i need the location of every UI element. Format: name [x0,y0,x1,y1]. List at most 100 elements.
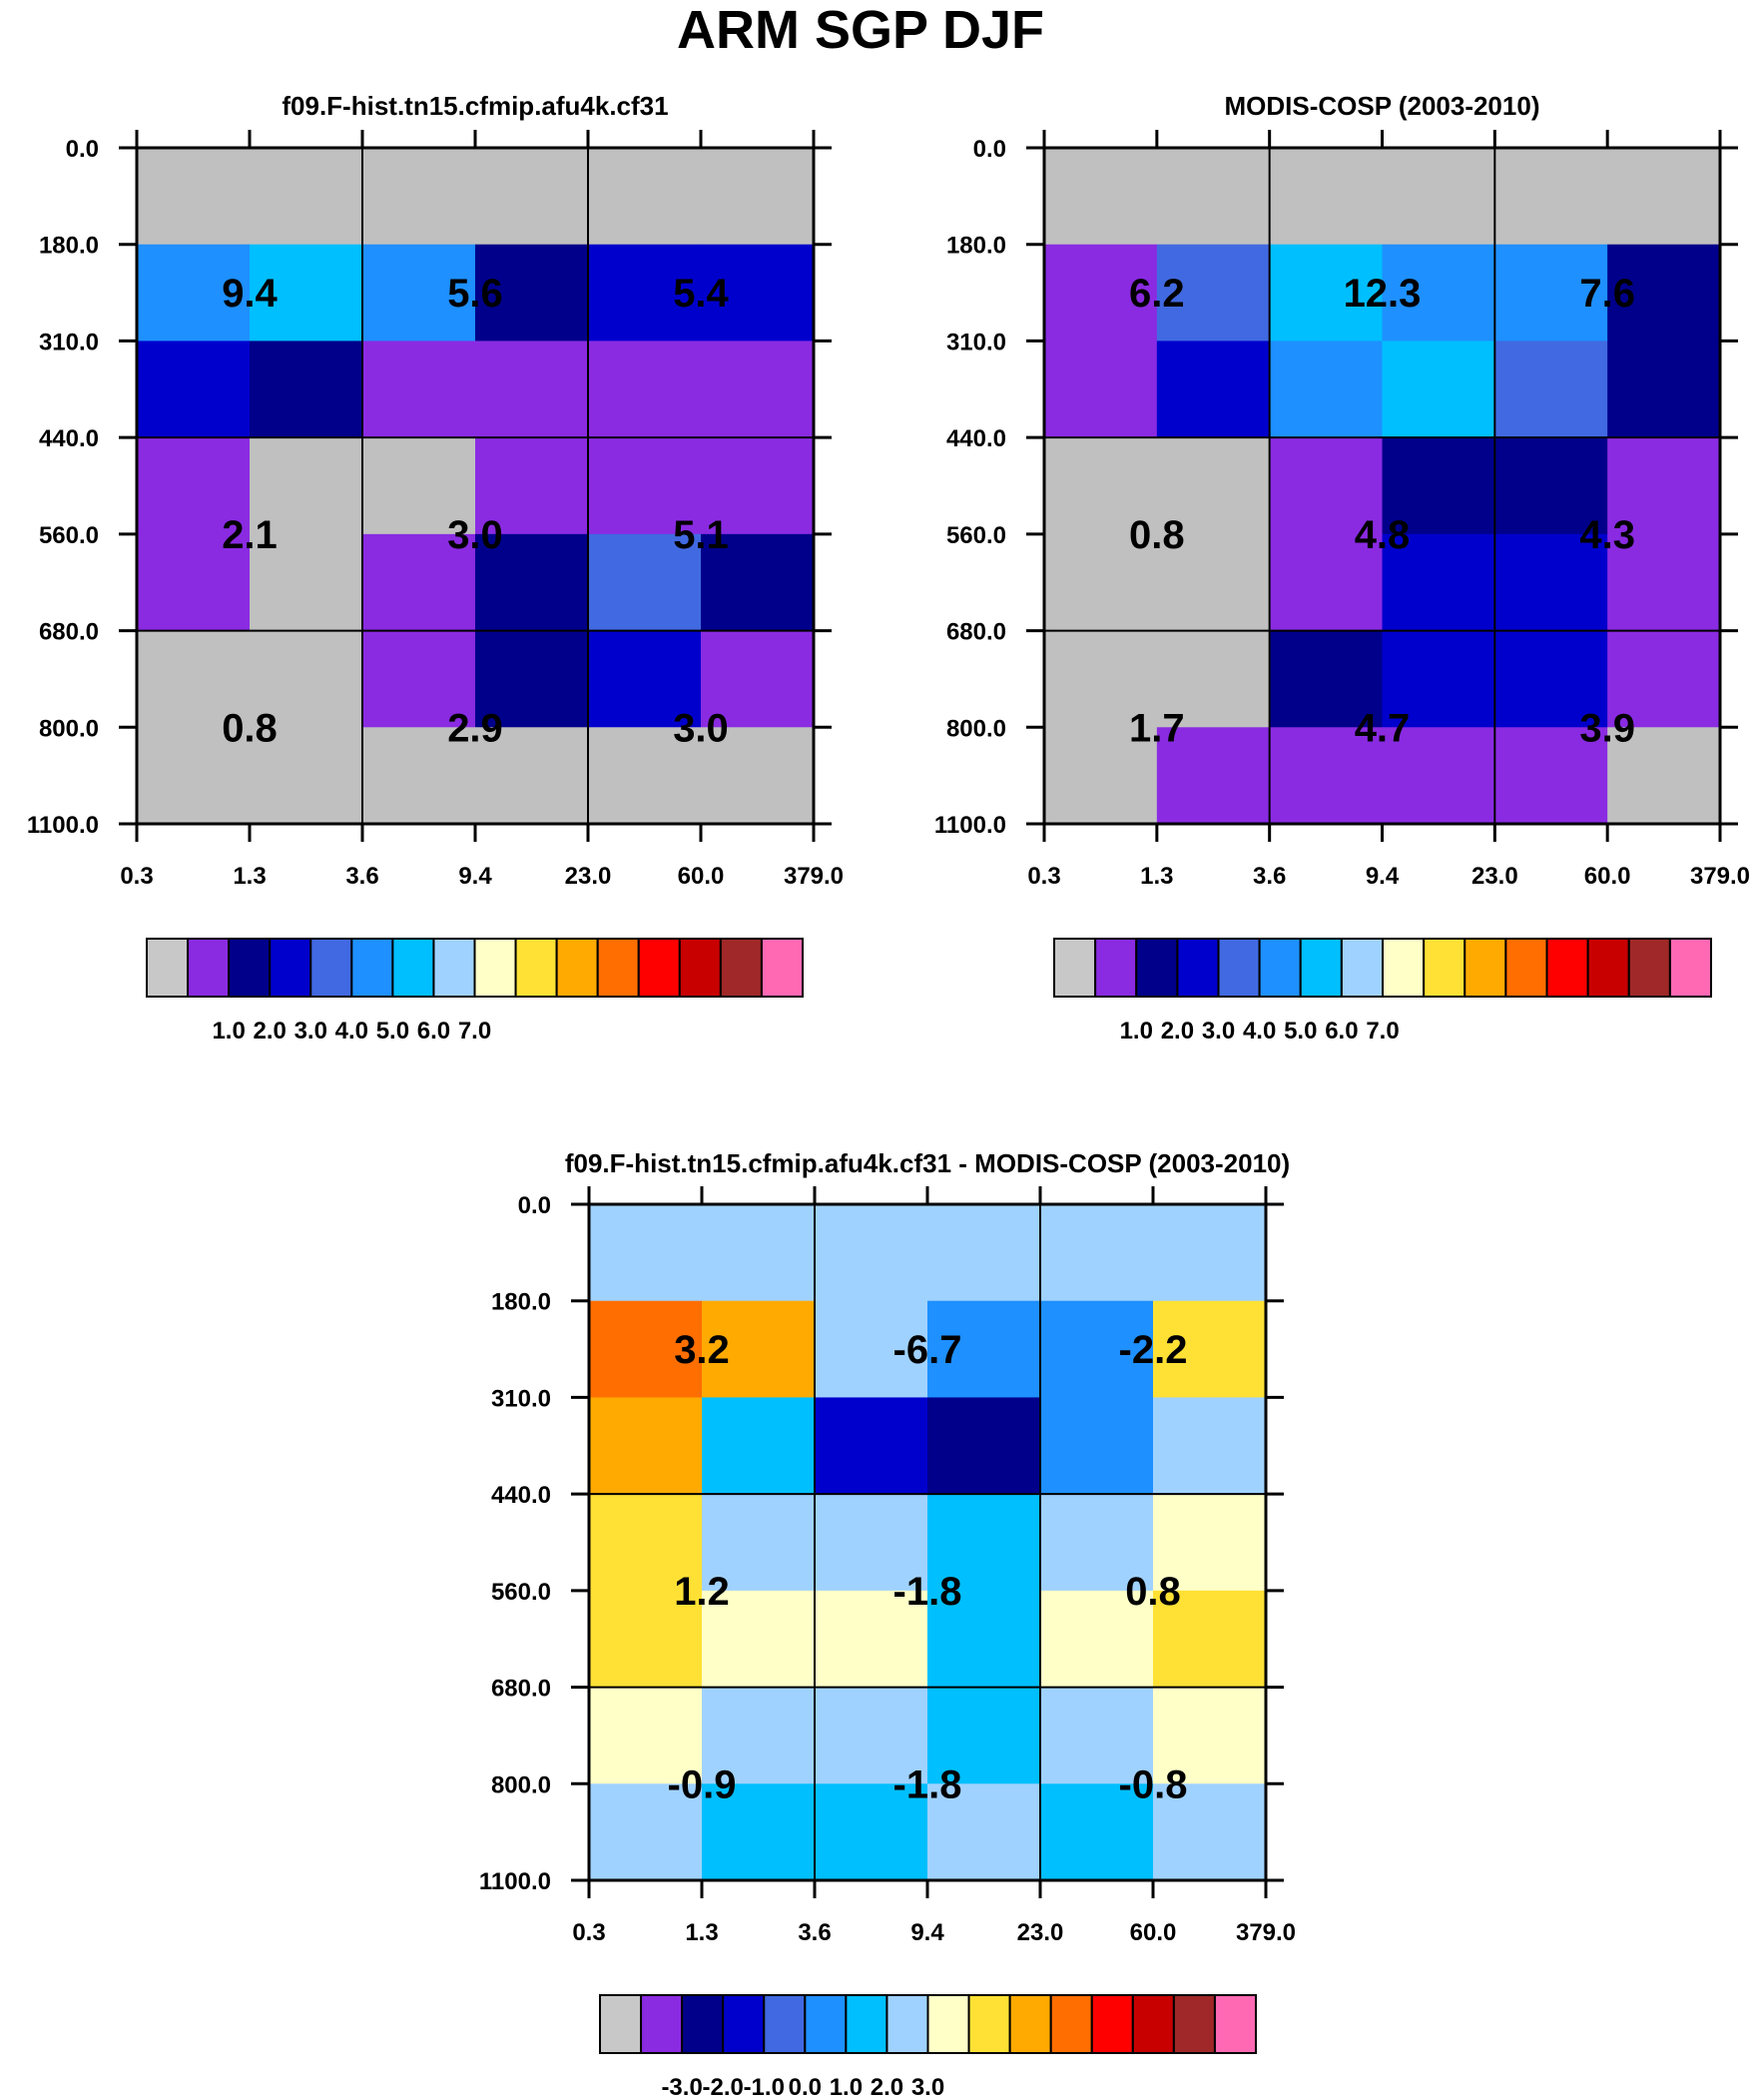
colorbar-swatch [1008,1994,1052,2054]
colorbar-swatch [309,938,353,998]
colorbar-swatch [350,938,394,998]
colorbar-swatch [1053,938,1097,998]
heatmap-cell [1044,727,1158,825]
colorbar-swatch [719,938,763,998]
cell-value-label: -2.2 [1119,1328,1188,1372]
colorbar-swatch [845,1994,888,2054]
heatmap-cell [1494,244,1608,342]
heatmap-cell [1156,630,1271,728]
heatmap-cell [815,1590,928,1689]
heatmap-cell [1044,437,1158,535]
y-tick-label: 0.0 [973,136,1006,163]
colorbar-label: 3.0 [294,1018,327,1045]
colorbar-swatch [640,1994,684,2054]
y-tick-label: 1100.0 [27,812,99,839]
colorbar-label: 1.0 [212,1018,245,1045]
heatmap-cell [588,341,702,438]
heatmap-cell [1269,148,1383,246]
heatmap-cell [588,727,702,825]
x-tick-label: 1.3 [233,863,266,890]
x-tick-label: 1.3 [1140,863,1173,890]
colorbar-label: 3.0 [911,2074,944,2100]
heatmap-cell [137,533,251,632]
heatmap-cell [815,1687,928,1784]
colorbar-label: 6.0 [1325,1018,1358,1045]
heatmap-cell [1153,1494,1267,1592]
cell-value-label: 0.8 [222,706,278,750]
cell-value-label: 12.3 [1344,272,1422,316]
heatmap-cell [815,1783,928,1881]
heatmap-cell [702,1300,816,1398]
heatmap-cell [1269,437,1383,535]
heatmap-cell [475,727,589,825]
colorbar-label: 2.0 [871,2074,903,2100]
panel-title: MODIS-COSP (2003-2010) [1225,91,1540,121]
heatmap-cell [137,341,251,438]
heatmap-cell [1153,1687,1267,1784]
heatmap-cell [1156,437,1271,535]
colorbar-swatch [391,938,435,998]
colorbar-label: 4.0 [335,1018,368,1045]
heatmap-cell [589,1204,703,1302]
colorbar-swatch [1382,938,1426,998]
y-tick-label: 560.0 [39,522,99,549]
heatmap-cell [588,244,702,342]
colorbar-swatch [1090,1994,1134,2054]
cell-value-label: -6.7 [893,1328,962,1372]
colorbar-label: 0.0 [789,2074,822,2100]
colorbar-swatch [885,1994,929,2054]
heatmap-cell [362,244,476,342]
y-tick-label: 560.0 [946,522,1006,549]
colorbar-swatch [1258,938,1302,998]
heatmap-cell [701,437,815,535]
heatmap-cell [589,1590,703,1689]
heatmap-cell [701,148,815,246]
heatmap-cell [588,630,702,728]
y-tick-label: 440.0 [39,425,99,452]
heatmap-cell [362,148,476,246]
heatmap-cell [927,1687,1041,1784]
heatmap-cell [1044,341,1158,438]
heatmap-cell [589,1783,703,1881]
heatmap-cell [1607,437,1721,535]
heatmap-cell [1156,533,1271,632]
colorbar-swatch [678,938,722,998]
heatmap-cell [250,341,363,438]
heatmap-cell [362,533,476,632]
cell-value-label: 7.6 [1579,272,1635,316]
x-tick-label: 0.3 [1027,863,1060,890]
colorbar-label: 1.0 [830,2074,863,2100]
y-tick-label: 800.0 [946,715,1006,742]
x-tick-label: 1.3 [685,1919,718,1946]
colorbar-swatch [1135,938,1179,998]
heatmap-cell [1153,1783,1267,1881]
heatmap-cell [250,727,363,825]
y-tick-label: 180.0 [491,1289,551,1316]
cell-value-label: -1.8 [893,1570,962,1614]
heatmap-cell [702,1494,816,1592]
cell-value-label: 9.4 [222,272,278,316]
x-tick-label: 379.0 [784,863,844,890]
cell-value-label: 6.2 [1129,272,1185,316]
cell-value-label: -0.9 [668,1762,737,1806]
heatmap-cell [1382,148,1495,246]
heatmap-cell [475,437,589,535]
colorbar-swatch [1586,938,1630,998]
x-tick-label: 23.0 [565,863,612,890]
heatmap-cell [1040,1590,1154,1689]
heatmap-cell [137,630,251,728]
x-tick-label: 3.6 [1253,863,1286,890]
heatmap-cell [1040,1783,1154,1881]
colorbar-label: 5.0 [1284,1018,1317,1045]
colorbar-swatch [146,938,190,998]
colorbar-swatch [1176,938,1220,998]
y-tick-label: 680.0 [491,1676,551,1703]
heatmap-cell [1382,437,1495,535]
heatmap-cell [1494,148,1608,246]
heatmap-cell [1153,1300,1267,1398]
y-tick-label: 440.0 [946,425,1006,452]
heatmap-cell [702,1397,816,1495]
colorbar-swatch [599,1994,643,2054]
heatmap-cell [1269,727,1383,825]
cell-value-label: 0.8 [1125,1570,1181,1614]
